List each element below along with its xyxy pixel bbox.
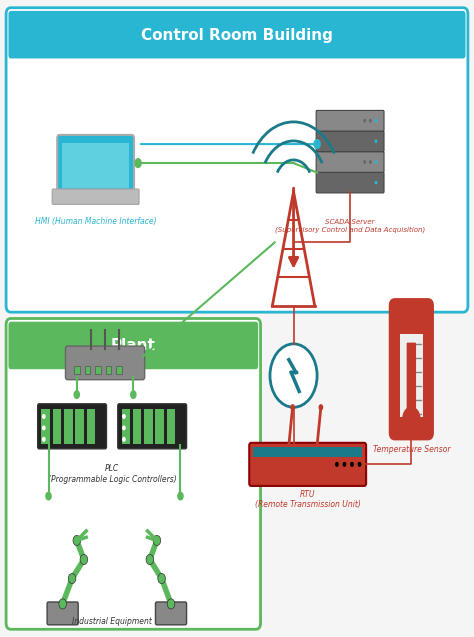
FancyBboxPatch shape <box>144 409 153 444</box>
Circle shape <box>42 414 46 419</box>
Circle shape <box>122 426 126 431</box>
FancyBboxPatch shape <box>87 409 95 444</box>
Circle shape <box>357 462 361 467</box>
Text: PLC
(Programmable Logic Controllers): PLC (Programmable Logic Controllers) <box>48 464 176 483</box>
FancyBboxPatch shape <box>62 143 129 189</box>
FancyBboxPatch shape <box>106 366 111 374</box>
FancyBboxPatch shape <box>155 602 187 625</box>
Circle shape <box>363 160 366 164</box>
Circle shape <box>134 158 142 168</box>
Circle shape <box>343 462 346 467</box>
Circle shape <box>374 181 377 185</box>
Circle shape <box>122 437 126 442</box>
FancyBboxPatch shape <box>9 322 258 369</box>
Circle shape <box>374 160 377 164</box>
Circle shape <box>363 140 366 143</box>
Circle shape <box>335 462 339 467</box>
FancyBboxPatch shape <box>9 11 465 59</box>
FancyBboxPatch shape <box>121 409 130 444</box>
Circle shape <box>158 573 165 583</box>
Circle shape <box>177 492 184 501</box>
FancyBboxPatch shape <box>53 409 61 444</box>
FancyBboxPatch shape <box>167 409 175 444</box>
Circle shape <box>369 160 372 164</box>
FancyBboxPatch shape <box>133 409 141 444</box>
Circle shape <box>403 407 420 430</box>
FancyBboxPatch shape <box>316 172 384 193</box>
FancyBboxPatch shape <box>118 404 187 449</box>
Circle shape <box>369 140 372 143</box>
FancyBboxPatch shape <box>390 299 433 439</box>
Circle shape <box>319 404 323 410</box>
FancyBboxPatch shape <box>95 366 101 374</box>
Text: Control Room Building: Control Room Building <box>141 27 333 43</box>
Circle shape <box>363 119 366 123</box>
FancyBboxPatch shape <box>6 318 261 629</box>
FancyBboxPatch shape <box>47 602 78 625</box>
Text: Plant: Plant <box>111 338 156 354</box>
Text: SCADA Server
(Supervisory Control and Data Acquisition): SCADA Server (Supervisory Control and Da… <box>275 219 425 233</box>
Circle shape <box>350 462 354 467</box>
FancyBboxPatch shape <box>249 443 366 486</box>
Text: RTU
(Remote Transmission Unit): RTU (Remote Transmission Unit) <box>255 490 361 509</box>
Circle shape <box>146 554 154 564</box>
FancyBboxPatch shape <box>37 404 107 449</box>
FancyBboxPatch shape <box>400 334 423 417</box>
FancyBboxPatch shape <box>75 409 84 444</box>
FancyBboxPatch shape <box>254 447 362 457</box>
Circle shape <box>369 181 372 185</box>
Circle shape <box>73 390 80 399</box>
Circle shape <box>122 414 126 419</box>
Circle shape <box>42 426 46 431</box>
Circle shape <box>68 573 76 583</box>
Circle shape <box>313 139 321 149</box>
FancyBboxPatch shape <box>316 152 384 173</box>
FancyBboxPatch shape <box>116 366 121 374</box>
Circle shape <box>130 390 137 399</box>
FancyBboxPatch shape <box>65 346 145 380</box>
Circle shape <box>290 404 295 410</box>
Text: Temperature Sensor: Temperature Sensor <box>373 445 450 454</box>
FancyBboxPatch shape <box>6 8 468 312</box>
FancyBboxPatch shape <box>155 409 164 444</box>
FancyBboxPatch shape <box>316 110 384 131</box>
FancyBboxPatch shape <box>74 366 80 374</box>
Circle shape <box>45 492 52 501</box>
FancyBboxPatch shape <box>64 409 73 444</box>
Circle shape <box>80 554 88 564</box>
Circle shape <box>369 119 372 123</box>
Circle shape <box>153 536 161 545</box>
Circle shape <box>73 536 81 545</box>
FancyBboxPatch shape <box>316 131 384 152</box>
Circle shape <box>363 181 366 185</box>
FancyBboxPatch shape <box>41 409 50 444</box>
Circle shape <box>374 140 377 143</box>
Circle shape <box>270 344 317 407</box>
FancyBboxPatch shape <box>407 343 416 415</box>
Text: HMI (Human Machine Interface): HMI (Human Machine Interface) <box>35 217 156 226</box>
FancyBboxPatch shape <box>52 189 139 204</box>
Circle shape <box>59 599 66 609</box>
Text: Industrial Equipment: Industrial Equipment <box>72 617 152 626</box>
FancyBboxPatch shape <box>57 135 134 195</box>
Circle shape <box>374 119 377 123</box>
Circle shape <box>167 599 175 609</box>
FancyBboxPatch shape <box>85 366 91 374</box>
Circle shape <box>42 437 46 442</box>
